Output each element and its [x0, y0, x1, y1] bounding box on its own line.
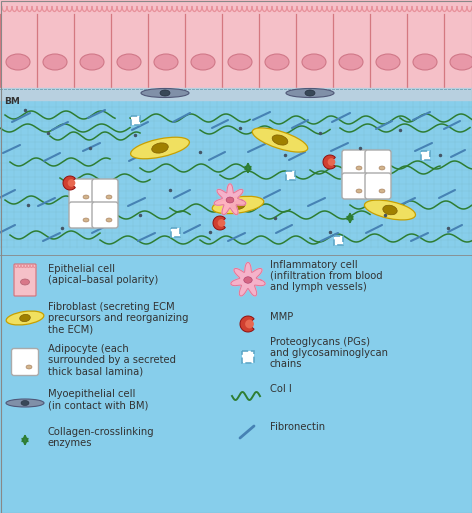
Ellipse shape — [383, 205, 397, 215]
Text: MMP: MMP — [270, 312, 293, 322]
FancyBboxPatch shape — [14, 264, 36, 296]
Text: (in contact with BM): (in contact with BM) — [48, 400, 148, 410]
Ellipse shape — [6, 54, 30, 70]
Ellipse shape — [152, 143, 169, 153]
Ellipse shape — [80, 54, 104, 70]
Text: BM: BM — [4, 97, 20, 106]
Ellipse shape — [106, 218, 112, 222]
Ellipse shape — [191, 54, 215, 70]
Text: Col I: Col I — [270, 384, 292, 394]
Text: enzymes: enzymes — [48, 438, 93, 448]
Wedge shape — [63, 176, 76, 190]
Ellipse shape — [244, 277, 252, 283]
Ellipse shape — [286, 89, 334, 97]
Ellipse shape — [305, 90, 315, 96]
Ellipse shape — [20, 279, 29, 285]
Bar — [0, 0, 472, 98]
Text: Inflammatory cell: Inflammatory cell — [270, 260, 358, 270]
Text: (apical–basal polarity): (apical–basal polarity) — [48, 275, 158, 285]
Ellipse shape — [302, 54, 326, 70]
Bar — [130, 115, 140, 125]
FancyBboxPatch shape — [69, 179, 95, 205]
Text: Proteoglycans (PGs): Proteoglycans (PGs) — [270, 337, 370, 347]
Ellipse shape — [364, 200, 415, 220]
FancyBboxPatch shape — [342, 173, 368, 199]
Ellipse shape — [21, 401, 29, 405]
FancyBboxPatch shape — [92, 202, 118, 228]
Text: Collagen-crosslinking: Collagen-crosslinking — [48, 427, 155, 437]
Text: Epithelial cell: Epithelial cell — [48, 264, 115, 274]
Bar — [334, 235, 343, 245]
FancyBboxPatch shape — [365, 150, 391, 176]
Ellipse shape — [141, 89, 189, 97]
Text: the ECM): the ECM) — [48, 324, 93, 334]
Ellipse shape — [376, 54, 400, 70]
Ellipse shape — [413, 54, 437, 70]
Polygon shape — [231, 263, 265, 296]
Polygon shape — [214, 184, 246, 215]
Text: Adipocyte (each: Adipocyte (each — [48, 344, 129, 354]
Wedge shape — [323, 155, 336, 169]
Ellipse shape — [6, 311, 44, 325]
Circle shape — [328, 158, 335, 166]
Text: Myoepithelial cell: Myoepithelial cell — [48, 389, 135, 399]
Ellipse shape — [106, 195, 112, 199]
Ellipse shape — [212, 196, 264, 214]
Circle shape — [218, 219, 225, 227]
Ellipse shape — [20, 314, 30, 322]
Text: and glycosaminoglycan: and glycosaminoglycan — [270, 348, 388, 358]
Ellipse shape — [379, 189, 385, 193]
Ellipse shape — [83, 218, 89, 222]
Ellipse shape — [450, 54, 472, 70]
Text: precursors and reorganizing: precursors and reorganizing — [48, 313, 188, 323]
Ellipse shape — [356, 189, 362, 193]
Wedge shape — [213, 216, 225, 230]
Ellipse shape — [83, 195, 89, 199]
FancyBboxPatch shape — [69, 202, 95, 228]
Ellipse shape — [379, 166, 385, 170]
FancyBboxPatch shape — [92, 179, 118, 205]
Text: surrounded by a secreted: surrounded by a secreted — [48, 355, 176, 365]
Bar — [421, 150, 430, 160]
Circle shape — [245, 320, 254, 328]
Ellipse shape — [6, 399, 44, 407]
Bar — [242, 351, 254, 363]
Bar — [286, 170, 295, 180]
Text: chains: chains — [270, 359, 303, 369]
FancyBboxPatch shape — [365, 173, 391, 199]
Ellipse shape — [43, 54, 67, 70]
Ellipse shape — [117, 54, 141, 70]
Ellipse shape — [272, 135, 288, 145]
Ellipse shape — [265, 54, 289, 70]
Ellipse shape — [253, 128, 308, 152]
Text: (infiltration from blood: (infiltration from blood — [270, 271, 383, 281]
FancyBboxPatch shape — [11, 348, 39, 376]
Ellipse shape — [131, 137, 189, 159]
Text: Fibroblast (secreting ECM: Fibroblast (secreting ECM — [48, 302, 175, 312]
Ellipse shape — [26, 365, 32, 369]
FancyBboxPatch shape — [342, 150, 368, 176]
Ellipse shape — [226, 197, 234, 203]
Ellipse shape — [339, 54, 363, 70]
Ellipse shape — [356, 166, 362, 170]
Ellipse shape — [154, 54, 178, 70]
Bar — [170, 227, 179, 236]
Wedge shape — [240, 316, 254, 332]
Circle shape — [67, 179, 76, 187]
Bar — [0, 88, 472, 100]
Ellipse shape — [231, 201, 245, 209]
Text: thick basal lamina): thick basal lamina) — [48, 366, 143, 376]
Ellipse shape — [160, 90, 170, 96]
Text: and lymph vessels): and lymph vessels) — [270, 282, 367, 292]
Ellipse shape — [228, 54, 252, 70]
Text: Fibronectin: Fibronectin — [270, 422, 325, 432]
